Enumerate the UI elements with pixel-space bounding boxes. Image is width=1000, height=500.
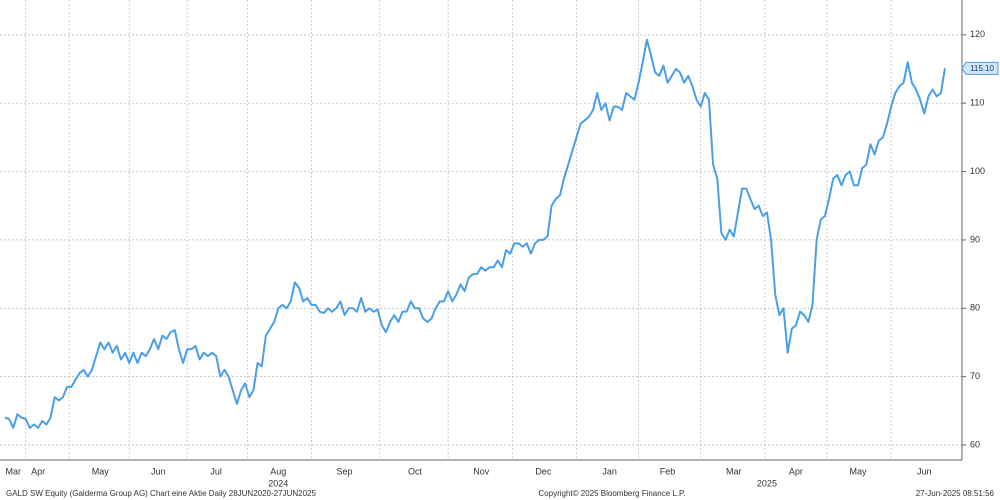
x-year-label: 2024	[268, 478, 288, 488]
x-tick-label: Feb	[660, 466, 676, 476]
last-value-tag	[961, 61, 999, 75]
x-tick-label: Dec	[535, 466, 552, 476]
y-tick-label: 110	[970, 98, 984, 108]
footer-right: 27-Jun-2025 08:51:56	[916, 489, 995, 498]
x-tick-label: May	[92, 466, 110, 476]
x-tick-label: Aug	[270, 466, 286, 476]
x-tick-label: Sep	[337, 466, 353, 476]
x-year-label: 2025	[757, 478, 777, 488]
x-tick-label: Jan	[602, 466, 617, 476]
last-value-label: 115.10	[970, 64, 994, 73]
y-tick-label: 70	[970, 371, 980, 381]
y-tick-label: 60	[970, 439, 980, 449]
footer-left: GALD SW Equity (Galderma Group AG) Chart…	[6, 489, 316, 498]
x-tick-label: Oct	[408, 466, 423, 476]
x-tick-label: Apr	[789, 466, 803, 476]
footer-center: Copyright© 2025 Bloomberg Finance L.P.	[538, 489, 685, 498]
x-tick-label: Nov	[473, 466, 490, 476]
y-tick-label: 100	[970, 166, 985, 176]
x-tick-label: Mar	[726, 466, 742, 476]
y-tick-label: 80	[970, 303, 980, 313]
x-tick-label: Jun	[917, 466, 932, 476]
x-tick-label: May	[850, 466, 868, 476]
x-tick-label: Apr	[31, 466, 45, 476]
price-line	[4, 38, 946, 429]
x-tick-label: Mar	[6, 466, 22, 476]
y-tick-label: 120	[970, 29, 985, 39]
x-tick-label: Jun	[151, 466, 166, 476]
y-tick-label: 90	[970, 234, 980, 244]
x-tick-label: Jul	[210, 466, 222, 476]
